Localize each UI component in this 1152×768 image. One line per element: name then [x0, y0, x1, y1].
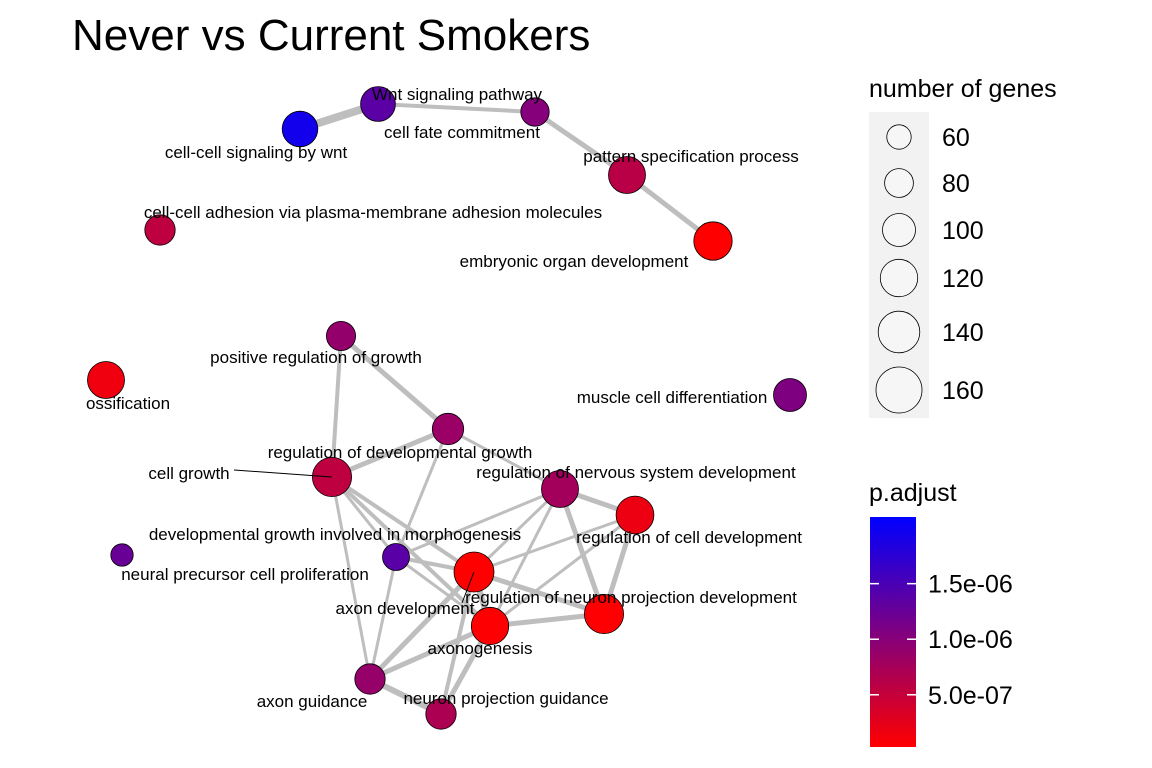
- node-axon_guidance: [354, 663, 386, 695]
- edge-reg_dev_growth-cell_growth: [329, 426, 451, 480]
- node-label-dev_growth_morph: developmental growth involved in morphog…: [149, 525, 521, 544]
- node-label-axon_dev: axon development: [336, 599, 475, 618]
- size-legend-circle-140: [877, 310, 921, 354]
- leader-line-cell_growth: [233, 469, 333, 478]
- edge-axonogenesis-axon_guidance: [367, 623, 493, 682]
- edge-reg_ns_dev-dev_growth_morph: [394, 487, 562, 559]
- node-cell_fate: [520, 97, 550, 127]
- size-legend-label-160: 160: [942, 377, 984, 405]
- edge-axon_dev-axon_guidance: [367, 569, 477, 682]
- edge-pos_reg_growth-cell_growth: [330, 334, 343, 479]
- size-legend: number of genes 60 80 100 120 140 160: [869, 75, 1057, 418]
- edge-cell_growth-axon_dev: [330, 475, 476, 574]
- edge-pos_reg_growth-reg_dev_growth: [338, 333, 451, 432]
- edge-reg_ns_dev-axonogenesis: [488, 487, 562, 628]
- node-wnt_pathway: [360, 86, 396, 122]
- size-legend-title: number of genes: [869, 75, 1057, 103]
- size-legend-circle-60: [886, 124, 912, 150]
- node-embryonic_organ: [693, 221, 733, 261]
- node-label-reg_ns_dev: regulation of nervous system development: [476, 463, 796, 482]
- node-neuron_proj_guidance: [425, 698, 457, 730]
- edge-dev_growth_morph-axonogenesis: [394, 555, 492, 628]
- node-label-axon_guidance: axon guidance: [257, 692, 368, 711]
- node-label-reg_cell_dev: regulation of cell development: [576, 528, 802, 547]
- node-label-muscle_diff: muscle cell differentiation: [577, 388, 768, 407]
- edge-cell_growth-axon_guidance: [330, 475, 372, 681]
- edge-reg_dev_growth-reg_ns_dev: [446, 427, 562, 491]
- node-label-neuron_proj_guidance: neuron projection guidance: [403, 689, 608, 708]
- size-legend-label-140: 140: [942, 319, 984, 347]
- node-label-reg_neuron_proj: regulation of neuron projection developm…: [465, 588, 797, 607]
- nodes-layer: [87, 86, 807, 730]
- edge-reg_ns_dev-reg_neuron_proj: [557, 486, 607, 617]
- node-reg_cell_dev: [615, 495, 655, 535]
- node-label-neural_prec: neural precursor cell proliferation: [121, 565, 369, 584]
- node-label-cc_wnt: cell-cell signaling by wnt: [165, 143, 348, 162]
- node-dev_growth_morph: [382, 543, 410, 571]
- color-legend-tick-label: 5.0e-07: [928, 682, 1013, 710]
- node-label-cell_fate: cell fate commitment: [384, 123, 540, 142]
- edge-reg_neuron_proj-axon_dev: [471, 569, 607, 617]
- edge-reg_cell_dev-axonogenesis: [488, 513, 637, 628]
- node-cc_wnt: [281, 110, 319, 148]
- size-legend-label-100: 100: [942, 217, 984, 245]
- node-cc_adhesion: [144, 214, 176, 246]
- size-legend-label-120: 120: [942, 265, 984, 293]
- color-legend: p.adjust 1.5e-06 1.0e-06 5.0e-07: [869, 479, 1013, 747]
- node-label-cc_adhesion: cell-cell adhesion via plasma-membrane a…: [144, 203, 602, 222]
- node-reg_dev_growth: [431, 412, 465, 446]
- node-axonogenesis: [470, 606, 510, 646]
- node-label-cell_growth: cell growth: [148, 464, 229, 483]
- size-legend-circle-120: [879, 258, 919, 298]
- color-legend-title: p.adjust: [869, 479, 957, 507]
- edge-reg_cell_dev-axon_dev: [472, 513, 637, 574]
- edge-wnt_pathway-cell_fate: [376, 102, 537, 114]
- size-legend-circle-100: [882, 213, 916, 247]
- node-label-ossification: ossification: [86, 394, 170, 413]
- node-label-pos_reg_growth: positive regulation of growth: [210, 348, 422, 367]
- node-label-pattern_spec: pattern specification process: [583, 147, 798, 166]
- node-reg_ns_dev: [541, 470, 579, 508]
- node-muscle_diff: [773, 378, 807, 412]
- color-legend-tick-label: 1.5e-06: [928, 571, 1013, 599]
- node-label-embryonic_organ: embryonic organ development: [460, 252, 689, 271]
- node-ossification: [87, 361, 125, 399]
- node-label-reg_dev_growth: regulation of developmental growth: [268, 443, 533, 462]
- size-legend-circle-80: [884, 168, 914, 198]
- edge-reg_dev_growth-dev_growth_morph: [394, 427, 450, 559]
- color-legend-bar: [870, 517, 916, 747]
- edge-dev_growth_morph-axon_guidance: [368, 555, 398, 681]
- chart-title: Never vs Current Smokers: [72, 11, 590, 60]
- node-pattern_spec: [608, 156, 646, 194]
- labels-layer: Wnt signaling pathway cell fate commitmen…: [86, 85, 802, 711]
- node-reg_neuron_proj: [584, 594, 625, 635]
- node-pos_reg_growth: [325, 320, 356, 351]
- node-label-wnt_pathway: Wnt signaling pathway: [372, 85, 543, 104]
- leader-line-axon_dev: [461, 571, 475, 604]
- size-legend-circle-160: [875, 366, 923, 414]
- color-legend-ticks: 1.5e-06 1.0e-06 5.0e-07: [870, 571, 1013, 710]
- size-legend-label-60: 60: [942, 124, 970, 152]
- color-legend-tick-label: 1.0e-06: [928, 626, 1013, 654]
- node-label-axonogenesis: axonogenesis: [428, 639, 533, 658]
- size-legend-label-80: 80: [942, 170, 970, 198]
- node-neural_prec: [110, 543, 134, 567]
- size-legend-items: 60 80 100 120 140 160: [875, 124, 984, 414]
